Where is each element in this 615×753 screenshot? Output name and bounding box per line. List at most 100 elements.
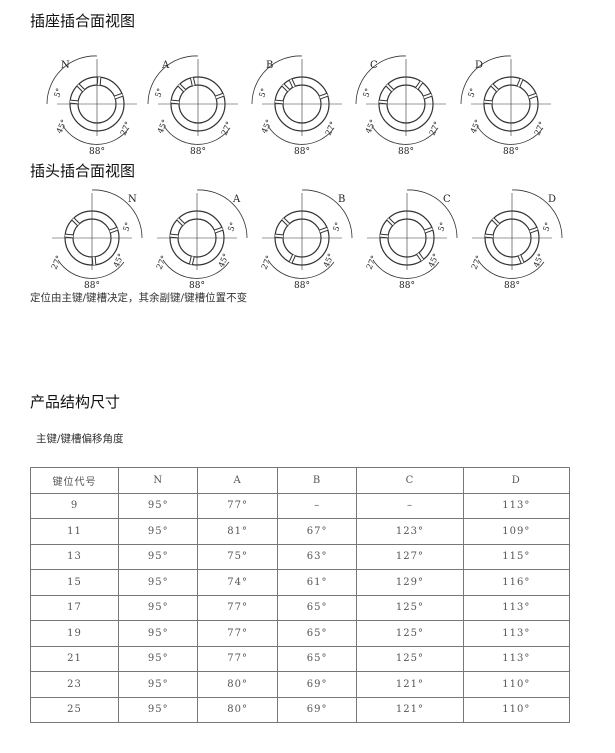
key-slot-inner <box>379 100 388 104</box>
table-cell: 95° <box>117 518 199 545</box>
angle-5: 5° <box>331 221 343 233</box>
table-cell: 113° <box>462 620 571 647</box>
angle-5: 5° <box>541 221 553 233</box>
key-slot-inner <box>380 234 389 238</box>
key-slot-inner <box>491 84 499 92</box>
section-title: 产品结构尺寸 <box>30 393 121 411</box>
key-slot-inner <box>65 234 74 238</box>
table-cell: 69° <box>276 671 358 698</box>
angle-88: 88° <box>503 147 519 157</box>
angle-arc-88 <box>372 259 440 279</box>
angle-88: 88° <box>399 281 415 290</box>
angle-arc <box>91 189 143 239</box>
table-cell: 113° <box>462 594 571 621</box>
angle-27: 27° <box>119 120 133 137</box>
angle-arc <box>147 55 199 105</box>
table-header-row: 键位代号 N A B C D <box>30 467 571 494</box>
table-cell: 113° <box>462 492 571 519</box>
angle-arc-88 <box>477 259 545 279</box>
key-slot-inner <box>319 93 328 99</box>
table-cell: 15 <box>30 569 119 596</box>
angle-arc-88 <box>267 259 335 279</box>
column-header: B <box>276 467 358 494</box>
key-slot-inner <box>289 79 295 88</box>
column-header: N <box>117 467 199 494</box>
angle-5: 5° <box>121 221 133 233</box>
table-cell: 23 <box>30 671 119 698</box>
table-cell: 125° <box>356 645 464 672</box>
angle-88: 88° <box>189 281 205 290</box>
angle-45: 45° <box>260 118 274 135</box>
table-cell: 121° <box>356 671 464 698</box>
table-cell: 95° <box>117 594 199 621</box>
angle-88: 88° <box>294 281 310 290</box>
table-cell: 95° <box>117 492 199 519</box>
table-cell: 80° <box>197 696 278 723</box>
key-slot-inner <box>72 218 80 226</box>
angle-arc <box>301 189 353 239</box>
angle-88: 88° <box>294 147 310 157</box>
table-row: 25 95° 80° 69° 121° 110° <box>30 696 571 723</box>
key-label: N <box>61 60 70 71</box>
key-slot-inner <box>386 84 394 92</box>
table-cell: 95° <box>117 696 199 723</box>
key-slot-inner <box>70 100 79 104</box>
angle-5: 5° <box>226 221 238 233</box>
angle-88: 88° <box>84 281 100 290</box>
key-slot-inner <box>92 256 96 265</box>
offset-angle-table: 键位代号 N A B C D 9 95° 77° – –113° 11 95° 81° 67° 123° 109… <box>30 467 571 723</box>
key-slot-inner <box>289 254 295 263</box>
table-cell: 77° <box>197 645 278 672</box>
key-slot-inner <box>170 234 179 238</box>
table-cell: 25 <box>30 696 119 723</box>
table-cell: 95° <box>117 569 199 596</box>
table-cell: 123° <box>356 518 464 545</box>
angle-arc <box>511 189 563 239</box>
table-cell: 125° <box>356 620 464 647</box>
key-slot-inner <box>178 84 186 92</box>
table-cell: 113° <box>462 645 571 672</box>
table-cell: 77° <box>197 492 278 519</box>
table-cell: 11 <box>30 518 119 545</box>
angle-arc <box>251 55 303 105</box>
key-slot-inner <box>282 84 290 92</box>
angle-arc <box>355 55 407 105</box>
column-header: 键位代号 <box>30 467 119 494</box>
table-cell: 77° <box>197 620 278 647</box>
key-slot-inner <box>319 227 328 233</box>
key-slot-inner <box>189 256 194 265</box>
table-cell: 69° <box>276 696 358 723</box>
key-slot-inner <box>387 218 395 226</box>
key-slot-inner <box>417 252 424 261</box>
angle-27: 27° <box>220 120 234 137</box>
angle-45: 45° <box>55 118 69 135</box>
table-row: 13 95° 75° 63° 127° 115° <box>30 543 571 570</box>
table-cell: 125° <box>356 594 464 621</box>
table-cell: 75° <box>197 543 278 570</box>
table-row: 9 95° 77° – –113° <box>30 492 571 519</box>
table-row: 23 95° 80° 69° 121° 110° <box>30 671 571 698</box>
angle-arc-88 <box>162 259 230 279</box>
angle-27: 27° <box>470 254 484 271</box>
angle-arc <box>460 55 512 105</box>
table-cell: 74° <box>197 569 278 596</box>
angle-arc-88 <box>476 125 544 145</box>
key-slot-inner <box>528 93 537 99</box>
key-label: A <box>161 60 170 71</box>
table-cell: 95° <box>117 620 199 647</box>
table-cell: 80° <box>197 671 278 698</box>
key-slot-inner <box>492 218 500 226</box>
angle-5: 5° <box>153 87 165 99</box>
table-cell: 63° <box>276 543 358 570</box>
angle-45: 45° <box>364 118 378 135</box>
key-label: C <box>370 60 378 71</box>
table-cell: 13 <box>30 543 119 570</box>
angle-arc-88 <box>62 125 130 145</box>
table-cell: 67° <box>276 518 358 545</box>
angle-arc <box>406 189 458 239</box>
table-row: 11 95° 81° 67° 123° 109° <box>30 518 571 545</box>
key-slot-inner <box>114 93 123 99</box>
angle-5: 5° <box>436 221 448 233</box>
key-slot-inner <box>171 100 180 104</box>
table-cell: 65° <box>276 620 358 647</box>
